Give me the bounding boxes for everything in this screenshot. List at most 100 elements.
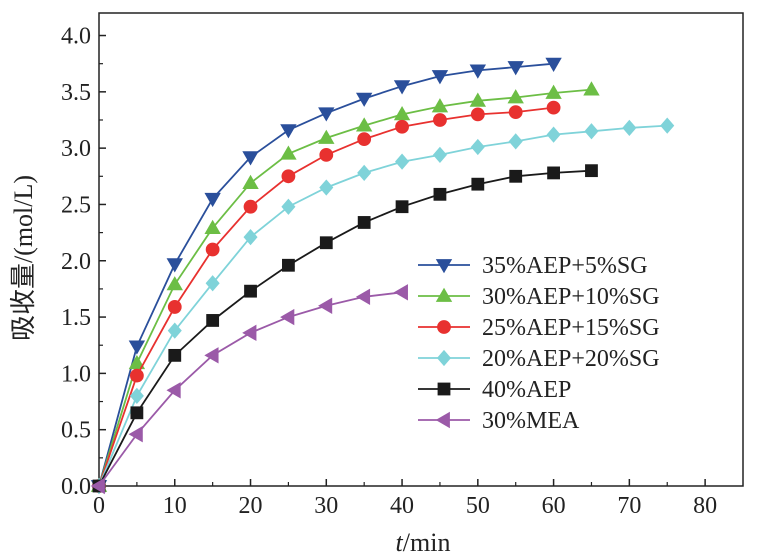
data-point <box>585 164 598 178</box>
x-tick-label: 50 <box>466 493 490 519</box>
data-point <box>128 340 146 355</box>
data-point <box>130 406 144 420</box>
data-point <box>470 107 485 122</box>
data-point <box>205 242 220 257</box>
data-point <box>242 324 257 342</box>
legend-label: 30%AEP+10%SG <box>482 284 660 310</box>
x-tick-label: 0 <box>93 493 105 519</box>
data-point <box>469 64 487 79</box>
data-point <box>281 169 296 184</box>
data-point <box>393 80 411 95</box>
data-point <box>242 174 259 189</box>
data-point <box>395 153 410 170</box>
data-point <box>660 117 675 134</box>
data-point <box>242 151 259 166</box>
data-point <box>318 107 335 122</box>
x-tick-label: 40 <box>390 493 414 519</box>
data-point <box>166 258 183 273</box>
data-point <box>507 89 524 104</box>
y-tick-label: 1.0 <box>61 361 91 387</box>
data-point <box>128 426 143 443</box>
series-5 <box>90 284 408 495</box>
data-point <box>204 219 221 235</box>
data-point <box>318 129 335 144</box>
data-point <box>204 192 221 208</box>
data-point <box>546 100 561 115</box>
data-point <box>547 166 560 180</box>
data-point <box>545 57 562 72</box>
y-axis-title: 吸收量/(mol/L) <box>9 175 38 341</box>
axes: 0 10 20 30 40 50 60 70 80 0.0 0.5 1.0 1.5 2.0 2.5 3.0 3.… <box>61 12 744 519</box>
legend-item: 30%MEA <box>418 408 580 434</box>
y-tick-label: 0.0 <box>61 474 91 500</box>
data-point <box>282 258 295 272</box>
series-layer <box>90 57 675 495</box>
data-point <box>129 368 144 383</box>
data-point <box>319 179 334 196</box>
data-point <box>469 92 487 107</box>
data-point <box>393 284 408 301</box>
series-2 <box>92 100 561 493</box>
x-tick-label: 10 <box>163 493 187 519</box>
data-point <box>395 119 409 134</box>
legend-marker <box>437 382 451 396</box>
legend-item: 35%AEP+5%SG <box>418 253 648 279</box>
data-point <box>509 169 523 183</box>
data-point <box>357 216 371 229</box>
legend-marker <box>436 349 452 367</box>
data-point <box>395 200 409 214</box>
x-axis-title-unit: /min <box>403 528 451 557</box>
data-point <box>166 276 183 291</box>
data-point <box>431 70 449 85</box>
data-point <box>244 284 257 298</box>
series-1 <box>90 81 600 492</box>
plot-frame <box>98 12 744 487</box>
data-point <box>357 132 372 147</box>
legend-label: 40%AEP <box>482 377 571 403</box>
legend-label: 35%AEP+5%SG <box>482 253 648 279</box>
data-point <box>432 146 447 164</box>
data-point <box>433 187 447 201</box>
data-point <box>508 105 523 120</box>
legend-item: 30%AEP+10%SG <box>418 284 660 310</box>
legend-label: 20%AEP+20%SG <box>482 346 660 372</box>
x-axis-title: t/min <box>396 528 451 557</box>
legend-marker <box>435 259 453 274</box>
data-point <box>280 145 297 160</box>
legend-marker <box>437 320 451 334</box>
series-0 <box>90 57 562 495</box>
legend-item: 40%AEP <box>418 377 571 403</box>
data-point <box>167 322 182 339</box>
legend-label: 30%MEA <box>482 408 580 434</box>
y-tick-label: 3.5 <box>61 80 91 106</box>
data-point <box>168 348 182 362</box>
data-point <box>546 126 561 143</box>
data-point <box>319 147 334 162</box>
x-axis-title-variable: t <box>396 528 404 557</box>
legend-item: 20%AEP+20%SG <box>418 346 660 372</box>
x-tick-label: 30 <box>314 493 338 519</box>
data-point <box>622 119 637 136</box>
data-point <box>355 117 373 132</box>
data-point <box>431 98 449 113</box>
series-line <box>98 88 592 487</box>
data-point <box>507 61 524 76</box>
x-tick-label: 60 <box>542 493 566 519</box>
data-point <box>243 229 258 246</box>
data-point <box>583 81 600 96</box>
data-point <box>281 198 296 215</box>
x-tick-label: 80 <box>693 493 717 519</box>
data-point <box>129 387 144 405</box>
series-line <box>98 124 668 487</box>
data-point <box>355 92 373 107</box>
data-point <box>470 138 485 156</box>
data-point <box>508 133 523 150</box>
y-tick-label: 0.5 <box>61 418 91 444</box>
data-point <box>357 164 372 182</box>
data-point <box>433 113 447 127</box>
y-tick-label: 1.5 <box>61 305 91 331</box>
series-line <box>98 291 403 487</box>
data-point <box>206 314 220 327</box>
data-point <box>243 199 258 214</box>
